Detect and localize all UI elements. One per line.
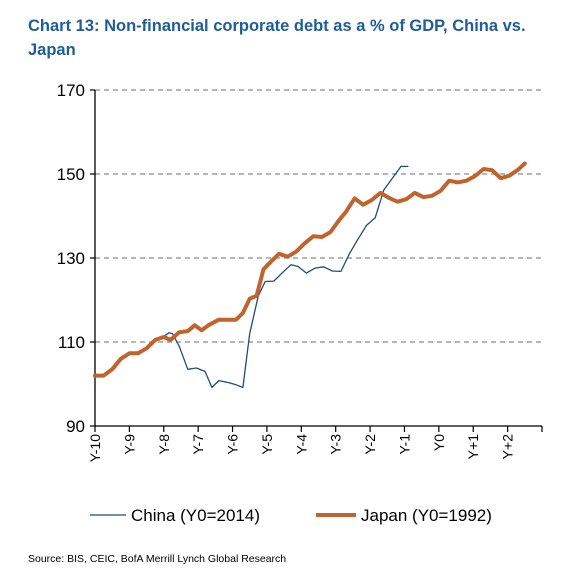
x-tick-label: Y-10: [87, 434, 103, 463]
chart-title: Chart 13: Non-financial corporate debt a…: [28, 17, 526, 59]
x-tick-label: Y-3: [328, 434, 344, 455]
series-lines: [93, 161, 527, 389]
legend-label-japan: Japan (Y0=1992): [361, 506, 492, 525]
y-tick-label: 90: [66, 417, 85, 436]
y-tick-label: 150: [57, 165, 85, 184]
y-tick-label: 110: [58, 333, 85, 352]
x-tick-label: Y-1: [396, 434, 412, 455]
x-tick-label: Y+2: [500, 434, 516, 460]
x-tick-label: Y-5: [259, 434, 275, 455]
x-tick-labels: Y-10 Y-9 Y-8 Y-7 Y-6 Y-5 Y-4 Y-3 Y-2 Y-1 Y0 Y+1 Y+2: [87, 434, 516, 463]
legend: China (Y0=2014) Japan (Y0=1992): [90, 506, 492, 525]
y-tick-label: 170: [57, 81, 85, 100]
x-tick-label: Y-9: [121, 434, 137, 455]
y-tick-labels: 90 110 130 150 170: [57, 81, 85, 436]
x-tick-label: Y-7: [190, 434, 206, 455]
y-tick-label: 130: [57, 249, 85, 268]
x-tick-label: Y-2: [362, 434, 378, 455]
source-note: Source: BIS, CEIC, BofA Merrill Lynch Gl…: [28, 553, 287, 565]
series-line-japan: [93, 161, 527, 378]
x-tick-label: Y-6: [225, 434, 241, 455]
x-tick-label: Y-8: [156, 434, 172, 455]
legend-label-china: China (Y0=2014): [131, 506, 260, 525]
x-tick-label: Y+1: [465, 434, 481, 460]
axes: [90, 89, 543, 432]
x-tick-label: Y-4: [293, 434, 309, 455]
x-tick-label: Y0: [431, 434, 447, 451]
series-line-china: [161, 165, 409, 389]
gridlines: [95, 89, 542, 343]
